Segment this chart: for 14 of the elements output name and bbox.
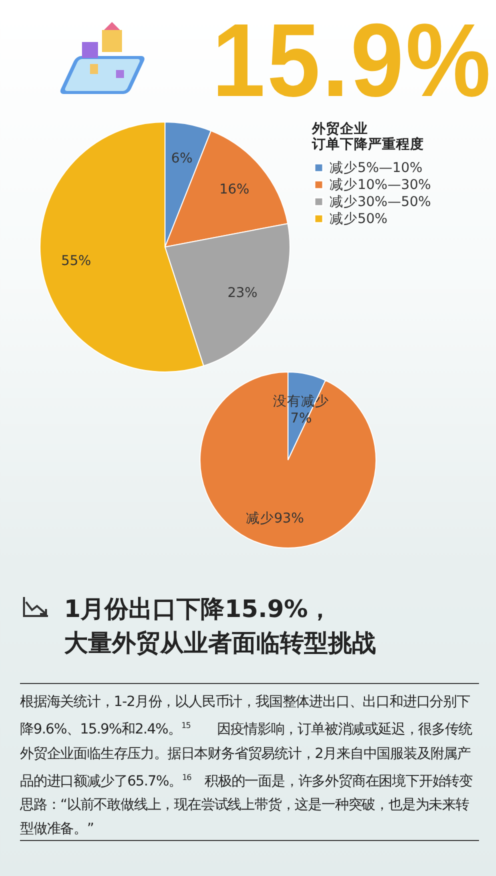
data-label: 6% — [171, 150, 193, 167]
data-label: 55% — [61, 253, 92, 270]
text: 根据海关统计，1-2月份，以人民币计，我国整体进出口、出口和进口分别下降9.6%、15.9%和2.4%。$^{15}$ 因疫情影响，订单被消减或延迟，很多传统外贸企业面临生存压力。据日本财务省贸易统计，2月来自中国服装及附属产品的进口额减少了65.7%。$^{16}$ 积极的一面是，许多外贸商在困境下开始转变思路：“以前不敢做线上，现在尝试线上带货，这是一种突破，也是为未来转型做准备。” — [20, 694, 472, 838]
data-label: 23% — [227, 284, 258, 301]
legend-label: 减少10%—30% — [330, 176, 432, 193]
legend-title: 外贸企业订单下降严重程度 — [311, 120, 424, 152]
pie-slice — [200, 372, 376, 548]
slice-label: 减少93% — [246, 510, 304, 526]
legend-label: 减少50% — [330, 210, 388, 227]
text: 1月份出口下降15.9%，大量外贸从业者面临转型挑战 — [64, 594, 377, 659]
legend-label: 减少5%—10% — [330, 160, 423, 176]
text: 15.9% — [212, 2, 492, 121]
data-label: 16% — [219, 182, 250, 198]
legend-label: 减少30%—50% — [330, 194, 432, 210]
